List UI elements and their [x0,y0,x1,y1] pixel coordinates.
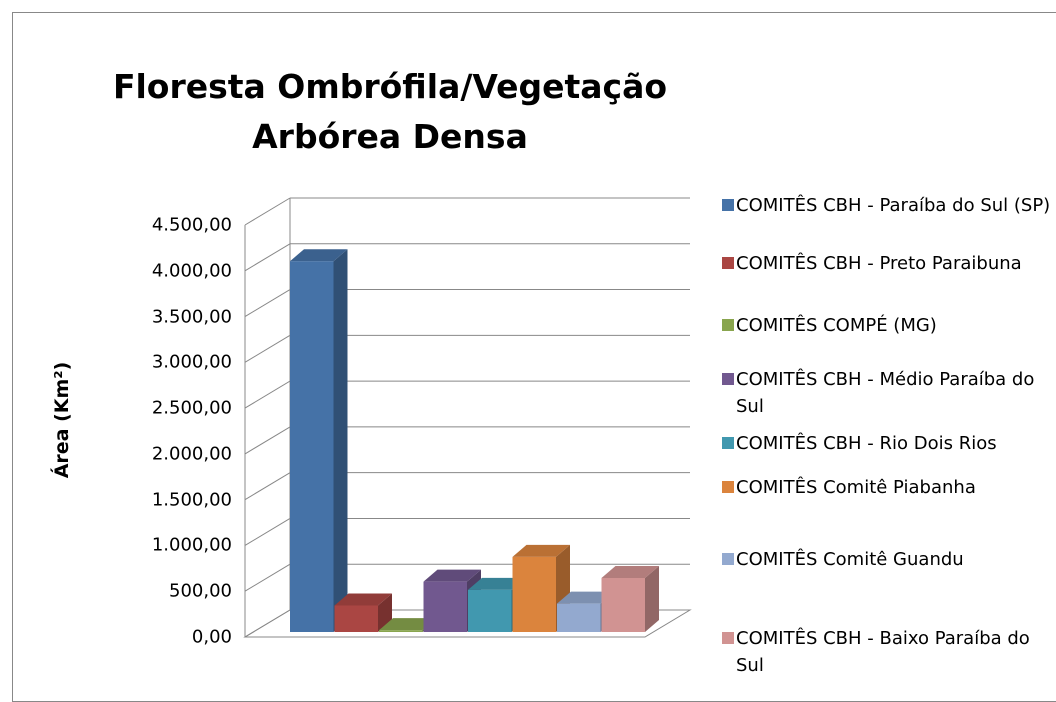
legend-label: COMITÊS CBH - Rio Dois Rios [736,433,997,454]
y-tick-label: 1.500,00 [151,489,232,511]
grid-line-side [244,426,291,455]
y-tick-label: 500,00 [169,580,232,602]
legend-swatch [722,199,734,211]
grid-line-side [244,289,291,317]
y-tick-label: 3.500,00 [151,306,232,328]
chart-title: Floresta Ombrófila/Vegetação Arbórea Den… [112,67,668,156]
legend-swatch [722,481,734,493]
bar [468,589,512,632]
legend-swatch [722,257,734,269]
grid-line-side [244,197,291,226]
y-tick-label: 2.000,00 [151,443,232,465]
bar-top [468,577,526,590]
grid-line-side [244,609,291,638]
y-tick-label: 4.500,00 [151,214,232,236]
bar-top [601,565,659,578]
bar [512,556,556,632]
grid-line-side [244,563,291,592]
legend-entry: COMITÊS CBH - Paraíba do Sul (SP) [722,192,1056,219]
bar-top [379,618,437,631]
bar [557,603,601,632]
legend-label: COMITÊS Comitê Guandu [736,549,964,570]
bar-side [645,565,659,632]
bar-top [290,249,348,262]
legend-label: COMITÊS COMPÉ (MG) [736,315,937,336]
legend-entry: COMITÊS CBH - Baixo Paraíba do Sul [722,625,1056,679]
grid-line-side [244,472,291,501]
legend-swatch [722,437,734,449]
page: {"chart_data": {"type": "bar3d", "title"… [12,12,1056,702]
legend-entry: COMITÊS COMPÉ (MG) [722,312,1056,339]
legend-label: COMITÊS CBH - Paraíba do Sul (SP) [736,195,1051,216]
legend-entry: COMITÊS Comitê Piabanha [722,474,1056,501]
legend-swatch [722,319,734,331]
bar-top [557,591,615,604]
grid-line-side [244,380,291,409]
legend-swatch [722,373,734,385]
chart [243,197,692,638]
legend-label: COMITÊS CBH - Preto Paraibuna [736,253,1022,274]
y-tick-label: 4.000,00 [151,260,232,282]
bar [423,581,467,632]
bar-side [333,249,348,632]
legend-swatch [722,632,734,644]
legend-label: COMITÊS CBH - Baixo Paraíba do Sul [736,628,1030,676]
bar [290,261,334,632]
legend-entry: COMITÊS CBH - Rio Dois Rios [722,430,1056,457]
y-tick-label: 2.500,00 [151,397,232,419]
y-tick-label: 3.000,00 [151,351,232,373]
bar [379,630,423,632]
y-axis-label: Área (Km²) [51,361,73,479]
bar [334,605,378,632]
grid-line-side [244,334,291,363]
bar-top [512,544,570,557]
legend-swatch [722,553,734,565]
y-tick-label: 1.000,00 [151,534,232,556]
bar [601,577,645,632]
bar-top [334,593,392,606]
legend-entry: COMITÊS Comitê Guandu [722,546,1056,573]
legend-entry: COMITÊS CBH - Médio Paraíba do Sul [722,366,1056,420]
legend-entry: COMITÊS CBH - Preto Paraibuna [722,250,1056,277]
legend-label: COMITÊS CBH - Médio Paraíba do Sul [736,369,1035,417]
grid-line-side [244,243,291,272]
grid-line-side [244,518,291,546]
legend-label: COMITÊS Comitê Piabanha [736,477,976,498]
bar-top [423,569,481,582]
y-tick-label: 0,00 [191,626,232,648]
